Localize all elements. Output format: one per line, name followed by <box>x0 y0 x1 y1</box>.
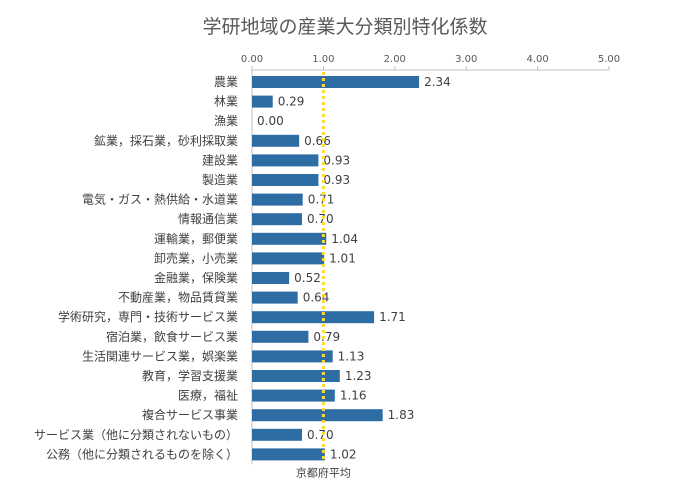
bar <box>252 370 340 382</box>
data-label: 1.83 <box>388 408 415 422</box>
bar <box>252 291 298 304</box>
bar <box>252 272 290 284</box>
data-label: 0.66 <box>304 134 331 148</box>
data-label: 0.70 <box>307 428 334 442</box>
category-label: 運輸業，郵便業 <box>154 231 238 246</box>
reference-line-label: 京都府平均 <box>296 465 351 479</box>
data-label: 1.71 <box>379 310 406 324</box>
data-label: 0.79 <box>313 330 340 344</box>
data-label: 0.70 <box>307 212 334 226</box>
data-label: 0.64 <box>303 291 330 305</box>
bar <box>252 448 325 461</box>
category-label: 金融業，保険業 <box>154 270 238 285</box>
category-label: 卸売業，小売業 <box>154 250 238 265</box>
category-label: 医療，福祉 <box>178 388 238 403</box>
data-label: 0.00 <box>257 114 284 128</box>
bar <box>252 350 333 363</box>
data-label: 1.02 <box>330 447 357 461</box>
bar <box>252 232 327 245</box>
bar <box>252 174 319 186</box>
bar <box>252 409 383 422</box>
category-label: 公務（他に分類されるものを除く） <box>46 446 238 461</box>
category-label: 製造業 <box>202 173 238 187</box>
data-label: 1.04 <box>331 232 358 246</box>
category-label: 宿泊業，飲食サービス業 <box>106 329 238 344</box>
data-label: 0.29 <box>278 95 305 109</box>
category-label: 電気・ガス・熱供給・水道業 <box>82 192 238 207</box>
x-tick-label: 0.00 <box>241 54 263 65</box>
category-label: 林業 <box>214 95 238 109</box>
category-label: 不動産業，物品賃貸業 <box>118 290 238 305</box>
bar <box>252 154 319 167</box>
bar <box>252 95 273 108</box>
data-label: 1.01 <box>329 251 356 265</box>
data-label: 1.16 <box>340 389 367 403</box>
category-label: 鉱業，採石業，砂利採取業 <box>94 133 238 148</box>
data-label: 0.93 <box>323 153 350 167</box>
chart-title: 学研地域の産業大分類別特化係数 <box>202 16 488 38</box>
x-tick-label: 2.00 <box>384 54 406 65</box>
data-label: 0.52 <box>294 271 321 285</box>
category-label: 農業 <box>214 75 238 89</box>
data-label: 1.23 <box>345 369 372 383</box>
bar <box>252 213 302 226</box>
data-label: 0.93 <box>323 173 350 187</box>
bar <box>252 193 303 206</box>
category-label: 複合サービス事業 <box>142 407 238 422</box>
category-label: 情報通信業 <box>178 212 238 226</box>
bar <box>252 252 325 265</box>
category-label: 漁業 <box>214 114 238 128</box>
data-label: 2.34 <box>424 75 451 89</box>
category-label: 教育，学習支援業 <box>142 368 238 383</box>
bar <box>252 76 420 88</box>
bar <box>252 330 309 343</box>
bar <box>252 389 335 402</box>
bar <box>252 311 375 324</box>
category-label: サービス業（他に分類されないもの） <box>34 428 238 442</box>
bar <box>252 428 302 441</box>
category-label: 学術研究，専門・技術サービス業 <box>58 309 238 324</box>
x-tick-label: 4.00 <box>526 54 548 65</box>
bar <box>252 134 300 147</box>
x-tick-label: 3.00 <box>455 54 477 65</box>
x-tick-label: 1.00 <box>312 54 334 65</box>
category-label: 建設業 <box>202 152 238 167</box>
x-tick-label: 5.00 <box>598 54 620 65</box>
category-label: 生活関連サービス業，娯楽業 <box>82 349 238 363</box>
data-label: 1.13 <box>338 349 365 363</box>
data-label: 0.71 <box>308 193 335 207</box>
